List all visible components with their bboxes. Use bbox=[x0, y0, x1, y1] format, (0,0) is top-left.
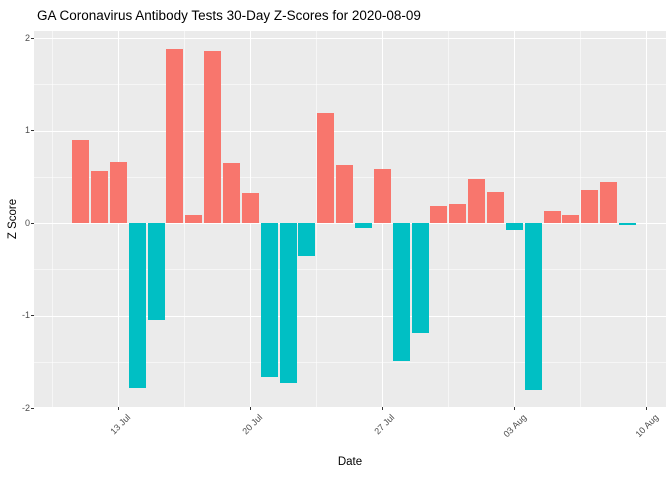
y-tick-mark bbox=[31, 315, 34, 316]
bar-2020-08-09 bbox=[618, 223, 636, 225]
gridline-y-major bbox=[34, 130, 666, 132]
gridline-y-minor bbox=[34, 361, 666, 363]
bar-2020-07-26 bbox=[354, 223, 372, 228]
bar-2020-07-17 bbox=[185, 214, 203, 223]
y-tick-label: -2 bbox=[21, 402, 30, 413]
gridline-y-minor bbox=[34, 84, 666, 86]
bar-2020-07-24 bbox=[317, 112, 335, 223]
bar-2020-07-21 bbox=[260, 223, 278, 377]
y-tick-mark bbox=[31, 37, 34, 39]
bar-2020-07-16 bbox=[166, 49, 184, 223]
bar-2020-08-08 bbox=[600, 182, 618, 223]
y-tick-label: 0 bbox=[24, 217, 30, 228]
y-tick-mark bbox=[31, 130, 34, 131]
bar-2020-07-20 bbox=[241, 193, 259, 223]
bar-2020-08-07 bbox=[581, 189, 599, 223]
bar-2020-07-22 bbox=[279, 223, 297, 384]
gridline-x-major bbox=[514, 31, 516, 407]
bar-2020-08-04 bbox=[524, 223, 542, 390]
x-tick-mark bbox=[645, 407, 647, 410]
bar-2020-07-19 bbox=[222, 162, 240, 223]
x-tick-label: 10 Aug bbox=[633, 412, 661, 440]
bar-2020-07-13 bbox=[109, 161, 127, 223]
gridline-x-minor bbox=[448, 31, 450, 407]
y-tick-mark bbox=[31, 407, 34, 409]
x-tick-mark bbox=[249, 407, 251, 410]
x-tick-label: 13 Jul bbox=[108, 412, 133, 437]
gridline-x-major bbox=[646, 31, 648, 407]
plot-panel bbox=[34, 31, 666, 407]
bar-2020-07-29 bbox=[411, 223, 429, 334]
bar-2020-07-30 bbox=[430, 206, 448, 223]
x-tick-mark bbox=[381, 407, 383, 410]
bar-2020-07-28 bbox=[392, 223, 410, 361]
x-tick-mark bbox=[513, 407, 515, 410]
bar-2020-07-23 bbox=[298, 223, 316, 257]
x-tick-label: 20 Jul bbox=[240, 412, 265, 437]
x-tick-label: 03 Aug bbox=[501, 412, 529, 440]
bar-2020-08-05 bbox=[543, 210, 561, 223]
x-tick-mark bbox=[117, 407, 119, 410]
gridline-y-major bbox=[34, 315, 666, 317]
gridline-y-major bbox=[34, 223, 666, 224]
x-tick-label: 27 Jul bbox=[372, 412, 397, 437]
bar-2020-08-06 bbox=[562, 214, 580, 223]
bar-2020-07-27 bbox=[373, 169, 391, 223]
bar-2020-07-12 bbox=[90, 171, 108, 223]
bar-2020-07-31 bbox=[449, 203, 467, 223]
x-axis-title: Date bbox=[337, 456, 363, 468]
gridline-x-minor bbox=[184, 31, 186, 407]
bar-2020-07-14 bbox=[128, 223, 146, 388]
y-tick-label: 2 bbox=[24, 32, 30, 43]
gridline-y-major bbox=[34, 38, 666, 39]
gridline-x-minor bbox=[316, 31, 318, 407]
bar-2020-07-15 bbox=[147, 223, 165, 321]
bar-2020-07-25 bbox=[336, 164, 354, 223]
chart-title: GA Coronavirus Antibody Tests 30-Day Z-S… bbox=[37, 8, 421, 23]
y-tick-label: 1 bbox=[24, 125, 30, 135]
gridline-x-minor bbox=[52, 31, 54, 407]
gridline-x-minor bbox=[580, 31, 582, 407]
bar-2020-07-11 bbox=[72, 139, 90, 223]
y-tick-mark bbox=[31, 222, 34, 224]
y-tick-label: -1 bbox=[21, 310, 30, 320]
bar-2020-08-02 bbox=[486, 192, 504, 223]
bar-2020-07-18 bbox=[204, 50, 222, 223]
bar-2020-08-01 bbox=[468, 178, 486, 223]
gridline-y-minor bbox=[34, 269, 666, 271]
bar-2020-08-03 bbox=[505, 223, 523, 231]
